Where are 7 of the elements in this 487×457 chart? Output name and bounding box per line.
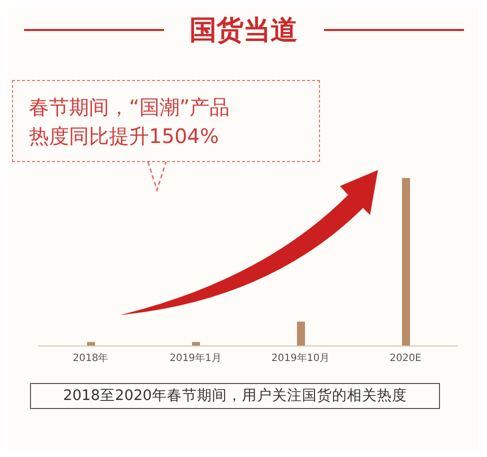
text: 2018至2020年春节期间，用户关注国货的相关热度 (30, 383, 440, 409)
x-tick-label: 2019年1月 (170, 352, 222, 364)
chart-title: 国货当道 (190, 14, 298, 48)
x-tick-label: 2019年10月 (271, 352, 330, 364)
x-tick-label: 2020E (390, 353, 422, 364)
x-tick-label: 2018年 (72, 352, 108, 364)
text: 春节期间，“国潮”产品热度同比提升1504% (29, 94, 231, 150)
